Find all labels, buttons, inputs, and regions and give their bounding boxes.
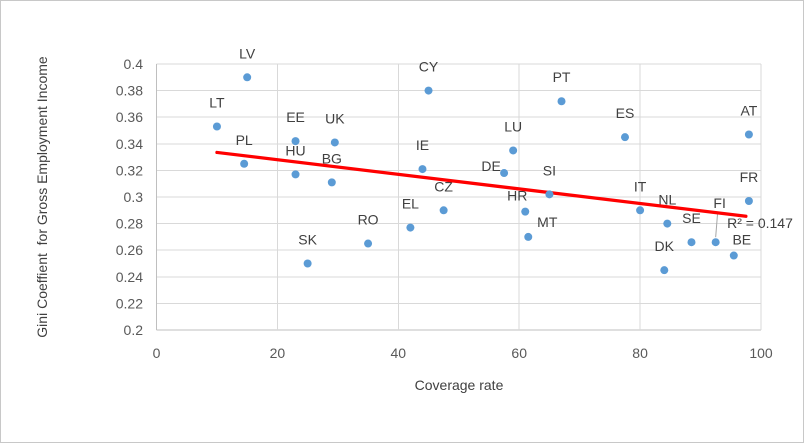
data-point-HU <box>291 170 300 179</box>
point-label-AT: AT <box>740 102 757 118</box>
y-tick-0.38: 0.38 <box>116 83 143 99</box>
y-tick-0.26: 0.26 <box>116 242 143 258</box>
data-point-PL <box>240 159 249 168</box>
data-point-PT <box>557 97 566 106</box>
y-tick-0.22: 0.22 <box>116 295 143 311</box>
point-label-SK: SK <box>298 232 317 248</box>
data-point-FI <box>711 238 720 247</box>
point-label-BG: BG <box>322 150 342 166</box>
data-point-IE <box>418 165 427 174</box>
data-point-CZ <box>439 206 448 215</box>
point-label-FI: FI <box>713 195 725 211</box>
point-label-FR: FR <box>740 169 759 185</box>
data-point-LU <box>509 146 518 155</box>
data-point-BG <box>327 178 336 187</box>
data-point-EE <box>291 137 300 146</box>
point-label-LT: LT <box>209 95 225 111</box>
data-point-SI <box>545 190 554 199</box>
data-point-HR <box>521 207 530 216</box>
x-tick-40: 40 <box>391 345 407 361</box>
point-label-CZ: CZ <box>434 178 453 194</box>
point-label-EE: EE <box>286 109 305 125</box>
data-point-MT <box>524 232 533 241</box>
tick-layer: 0.2 0.22 0.24 0.26 0.28 0.3 0.32 0.34 0.36 0.38 0.… <box>116 56 773 361</box>
point-label-CY: CY <box>419 59 439 75</box>
data-point-LV <box>243 73 252 82</box>
x-tick-0: 0 <box>153 345 161 361</box>
data-point-AT <box>744 130 753 139</box>
x-tick-20: 20 <box>270 345 286 361</box>
data-point-SK <box>303 259 312 268</box>
label-leader-FI <box>715 212 719 238</box>
y-tick-0.3: 0.3 <box>124 189 144 205</box>
y-axis-title: Gini Coeffient for Gross Employment Inco… <box>34 56 50 338</box>
point-label-RO: RO <box>358 212 379 228</box>
point-label-BE: BE <box>732 232 751 248</box>
data-point-DE <box>500 169 509 178</box>
x-tick-80: 80 <box>632 345 648 361</box>
point-label-EL: EL <box>402 196 419 212</box>
point-label-LV: LV <box>239 45 256 61</box>
data-point-FR <box>744 196 753 205</box>
y-tick-0.34: 0.34 <box>116 136 143 152</box>
data-point-LT <box>212 122 221 131</box>
point-label-layer: LT LV PL EE HU SK BG UK RO EL IE CY CZ DE LU HR MT SI PT ES… <box>209 45 758 254</box>
x-axis-title: Coverage rate <box>415 377 504 393</box>
data-point-DK <box>660 266 669 275</box>
point-label-PL: PL <box>236 132 253 148</box>
point-label-SE: SE <box>682 210 701 226</box>
point-label-IT: IT <box>634 178 647 194</box>
point-label-MT: MT <box>537 214 558 230</box>
data-point-IT <box>636 206 645 215</box>
data-point-CY <box>424 86 433 95</box>
data-point-ES <box>620 133 629 142</box>
data-point-NL <box>663 219 672 228</box>
data-point-RO <box>364 239 373 248</box>
data-point-BE <box>729 251 738 260</box>
r-squared-label: R² = 0.147 <box>727 215 793 231</box>
point-label-PT: PT <box>553 69 571 85</box>
point-label-IE: IE <box>416 137 429 153</box>
point-label-LU: LU <box>504 118 522 134</box>
point-label-DK: DK <box>655 238 675 254</box>
point-label-ES: ES <box>616 105 635 121</box>
point-label-UK: UK <box>325 110 345 126</box>
point-label-HU: HU <box>285 142 305 158</box>
y-tick-0.24: 0.24 <box>116 269 143 285</box>
grid-layer <box>156 63 762 331</box>
y-tick-0.2: 0.2 <box>124 322 144 338</box>
x-tick-60: 60 <box>511 345 527 361</box>
point-label-HR: HR <box>507 188 527 204</box>
data-point-UK <box>330 138 339 147</box>
data-point-EL <box>406 223 415 232</box>
point-label-SI: SI <box>543 162 556 178</box>
data-point-SE <box>687 238 696 247</box>
y-tick-0.28: 0.28 <box>116 216 143 232</box>
trendline <box>215 150 748 218</box>
x-tick-100: 100 <box>749 345 773 361</box>
y-tick-0.36: 0.36 <box>116 109 143 125</box>
point-label-DE: DE <box>481 158 500 174</box>
point-label-NL: NL <box>658 192 676 208</box>
series-layer <box>212 73 753 275</box>
y-tick-0.4: 0.4 <box>124 56 144 72</box>
y-tick-0.32: 0.32 <box>116 162 143 178</box>
